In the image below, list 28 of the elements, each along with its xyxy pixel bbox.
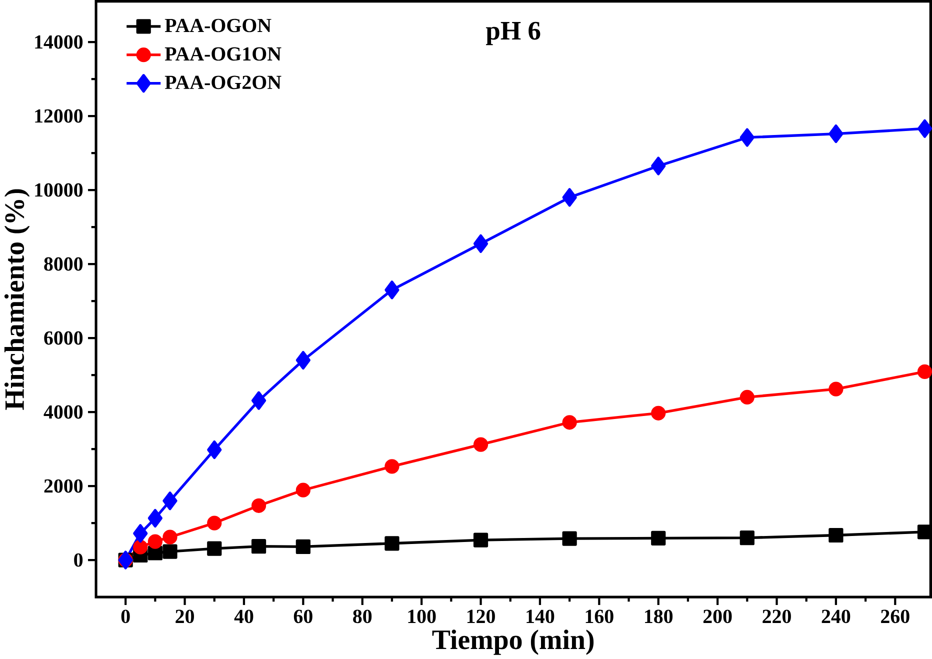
y-tick-label: 6000 xyxy=(44,331,83,345)
x-tick-label: 240 xyxy=(822,610,850,623)
y-tick-label: 14000 xyxy=(35,35,83,49)
x-tick-label: 200 xyxy=(703,610,732,623)
y-tick-label: 2000 xyxy=(44,479,83,493)
y-tick-label: 10000 xyxy=(35,183,83,197)
legend-label: PAA-OGON xyxy=(164,18,272,32)
y-tick-label: 12000 xyxy=(35,109,83,123)
x-tick-label: 160 xyxy=(586,610,614,623)
x-tick-label: 100 xyxy=(408,610,436,623)
x-tick-label: 20 xyxy=(176,610,194,623)
legend-label: PAA-OG2ON xyxy=(164,76,282,89)
x-tick-label: 260 xyxy=(881,610,910,623)
y-tick-label: 8000 xyxy=(44,257,83,271)
text: pH 6 xyxy=(486,22,540,45)
x-tick-label: 0 xyxy=(121,610,130,623)
legend-label: PAA-OG1ON xyxy=(164,47,282,60)
x-tick-label: 220 xyxy=(762,610,791,623)
x-tick-label: 40 xyxy=(234,610,254,623)
x-tick-label: 180 xyxy=(645,610,673,623)
y-tick-label: 0 xyxy=(74,553,83,567)
x-tick-label: 80 xyxy=(353,610,372,623)
x-tick-label: 60 xyxy=(294,610,312,623)
y-axis-title: Hinchamiento (%) xyxy=(4,189,30,410)
x-tick-label: 140 xyxy=(526,610,554,623)
x-tick-label: 120 xyxy=(467,610,495,623)
x-axis-title: Tiempo (min) xyxy=(432,629,594,655)
y-tick-label: 4000 xyxy=(44,405,83,419)
